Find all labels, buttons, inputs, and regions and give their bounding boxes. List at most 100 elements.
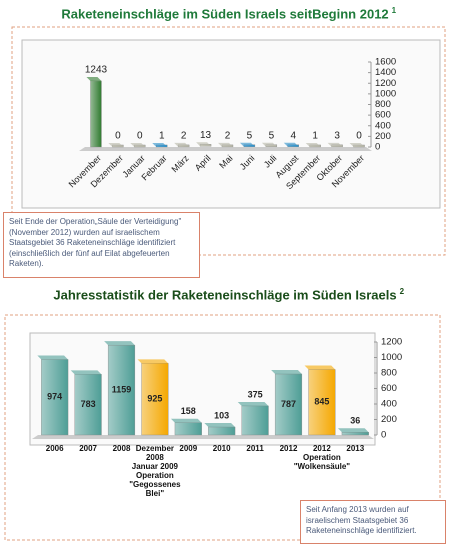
- bar: [41, 359, 69, 436]
- y-tick-label: 1000: [381, 352, 402, 363]
- bar: [174, 422, 202, 436]
- bar-top: [327, 142, 343, 147]
- note-box: Seit Ende der Operation„Säule der Vertei…: [3, 212, 200, 278]
- note-line: (einschließlich der fünf auf Eilat abgef…: [9, 248, 170, 258]
- y-tick-label: 0: [375, 142, 380, 153]
- y-tick-label: 0: [381, 430, 386, 441]
- value-label: 5: [247, 130, 253, 141]
- bar-top: [237, 401, 269, 406]
- note-line: israelischem Staatsgebiet 36: [306, 515, 409, 525]
- x-tick-label: 2007: [79, 444, 97, 453]
- value-label: 925: [147, 394, 162, 404]
- title-mark: 2: [400, 287, 405, 296]
- x-tick-label: 2008: [112, 444, 131, 453]
- bar-top: [196, 142, 212, 147]
- y-tick-label: 1000: [375, 88, 396, 99]
- value-label: 158: [181, 406, 196, 416]
- value-label: 2: [181, 131, 187, 142]
- bar-top: [218, 142, 233, 147]
- bar-top: [261, 142, 277, 147]
- bar: [90, 80, 102, 148]
- x-tick-label: 2006: [45, 444, 64, 453]
- bar-top: [271, 370, 302, 375]
- note-line: Raketeneinschläge identifiziert.: [306, 526, 417, 535]
- y-tick-label: 1600: [375, 57, 396, 68]
- y-tick-label: 600: [381, 383, 397, 394]
- bar-top: [239, 142, 255, 147]
- floor: [32, 435, 374, 439]
- value-label: 375: [248, 389, 263, 399]
- bar-top: [137, 359, 169, 364]
- x-tick-label: Dezember 2008 Januar 2009 Operation "Geg…: [129, 444, 181, 498]
- bar-top: [204, 423, 236, 428]
- bar: [241, 405, 269, 436]
- value-label: 845: [314, 397, 329, 407]
- value-label: 0: [115, 131, 121, 142]
- x-tick-label: 2012 Operation "Wolkensäule": [293, 444, 351, 471]
- value-label: 36: [350, 416, 360, 426]
- note-line: Staatsgebiet 36 Raketeneinschläge identi…: [9, 238, 176, 247]
- bar: [308, 369, 336, 436]
- value-label: 2: [225, 131, 231, 142]
- value-label: 4: [290, 130, 296, 141]
- x-tick-label: 2009: [179, 444, 198, 453]
- x-tick-label: 2011: [246, 444, 264, 453]
- bar: [274, 373, 303, 436]
- bar-top: [86, 76, 102, 81]
- y-tick-label: 200: [375, 131, 391, 142]
- bar-top: [170, 418, 202, 423]
- value-label: 103: [214, 410, 229, 420]
- bar-top: [152, 142, 168, 147]
- value-label: 787: [281, 399, 296, 409]
- frame: [11, 26, 446, 256]
- bar: [141, 363, 169, 436]
- value-label: 1243: [85, 65, 108, 76]
- note-line: (November 2012) wurden auf israelischem: [9, 227, 160, 237]
- bar-top: [130, 143, 146, 147]
- bar-top: [104, 341, 135, 346]
- title-mark: 1: [392, 6, 397, 15]
- y-tick-label: 800: [381, 368, 397, 379]
- note-line: Raketen).: [9, 259, 44, 268]
- y-tick-label: 1400: [375, 67, 396, 78]
- bar: [208, 426, 236, 436]
- value-label: 1159: [112, 384, 132, 394]
- bar-top: [70, 370, 102, 375]
- value-label: 13: [200, 130, 212, 141]
- chart-title: Jahresstatistik der Raketeneinschläge im…: [53, 287, 396, 302]
- bar-top: [108, 143, 124, 147]
- note-box: Seit Anfang 2013 wurden auf israelischem …: [300, 500, 446, 544]
- bar-top: [349, 143, 365, 147]
- bar-top: [337, 428, 369, 433]
- frame: [4, 314, 441, 541]
- bar-top: [305, 142, 321, 147]
- x-tick-label: 2013: [346, 444, 365, 453]
- bar-top: [37, 355, 69, 360]
- x-tick-label: 2012: [279, 444, 298, 453]
- note-line: Seit Anfang 2013 wurden auf: [306, 505, 409, 514]
- y-tick-label: 1200: [375, 78, 396, 89]
- bar-top: [283, 142, 299, 147]
- floor: [79, 147, 372, 151]
- bar: [74, 374, 102, 436]
- chart-title: Raketeneinschläge im Süden Israels seitB…: [61, 6, 388, 21]
- value-label: 1: [159, 131, 165, 142]
- value-label: 1: [312, 131, 318, 142]
- bar-top: [174, 142, 190, 147]
- y-tick-label: 600: [375, 110, 391, 121]
- y-tick-label: 1200: [381, 337, 402, 348]
- value-label: 783: [81, 399, 96, 409]
- value-label: 974: [47, 392, 62, 402]
- y-tick-label: 800: [375, 99, 391, 110]
- bar-top: [304, 365, 336, 370]
- bar: [341, 432, 369, 436]
- note-line: Seit Ende der Operation„Säule der Vertei…: [9, 217, 182, 226]
- value-label: 3: [334, 130, 340, 141]
- y-tick-label: 200: [381, 414, 397, 425]
- value-label: 0: [137, 131, 143, 142]
- x-tick-label: 2010: [212, 444, 231, 453]
- y-tick-label: 400: [381, 399, 397, 410]
- value-label: 5: [269, 130, 275, 141]
